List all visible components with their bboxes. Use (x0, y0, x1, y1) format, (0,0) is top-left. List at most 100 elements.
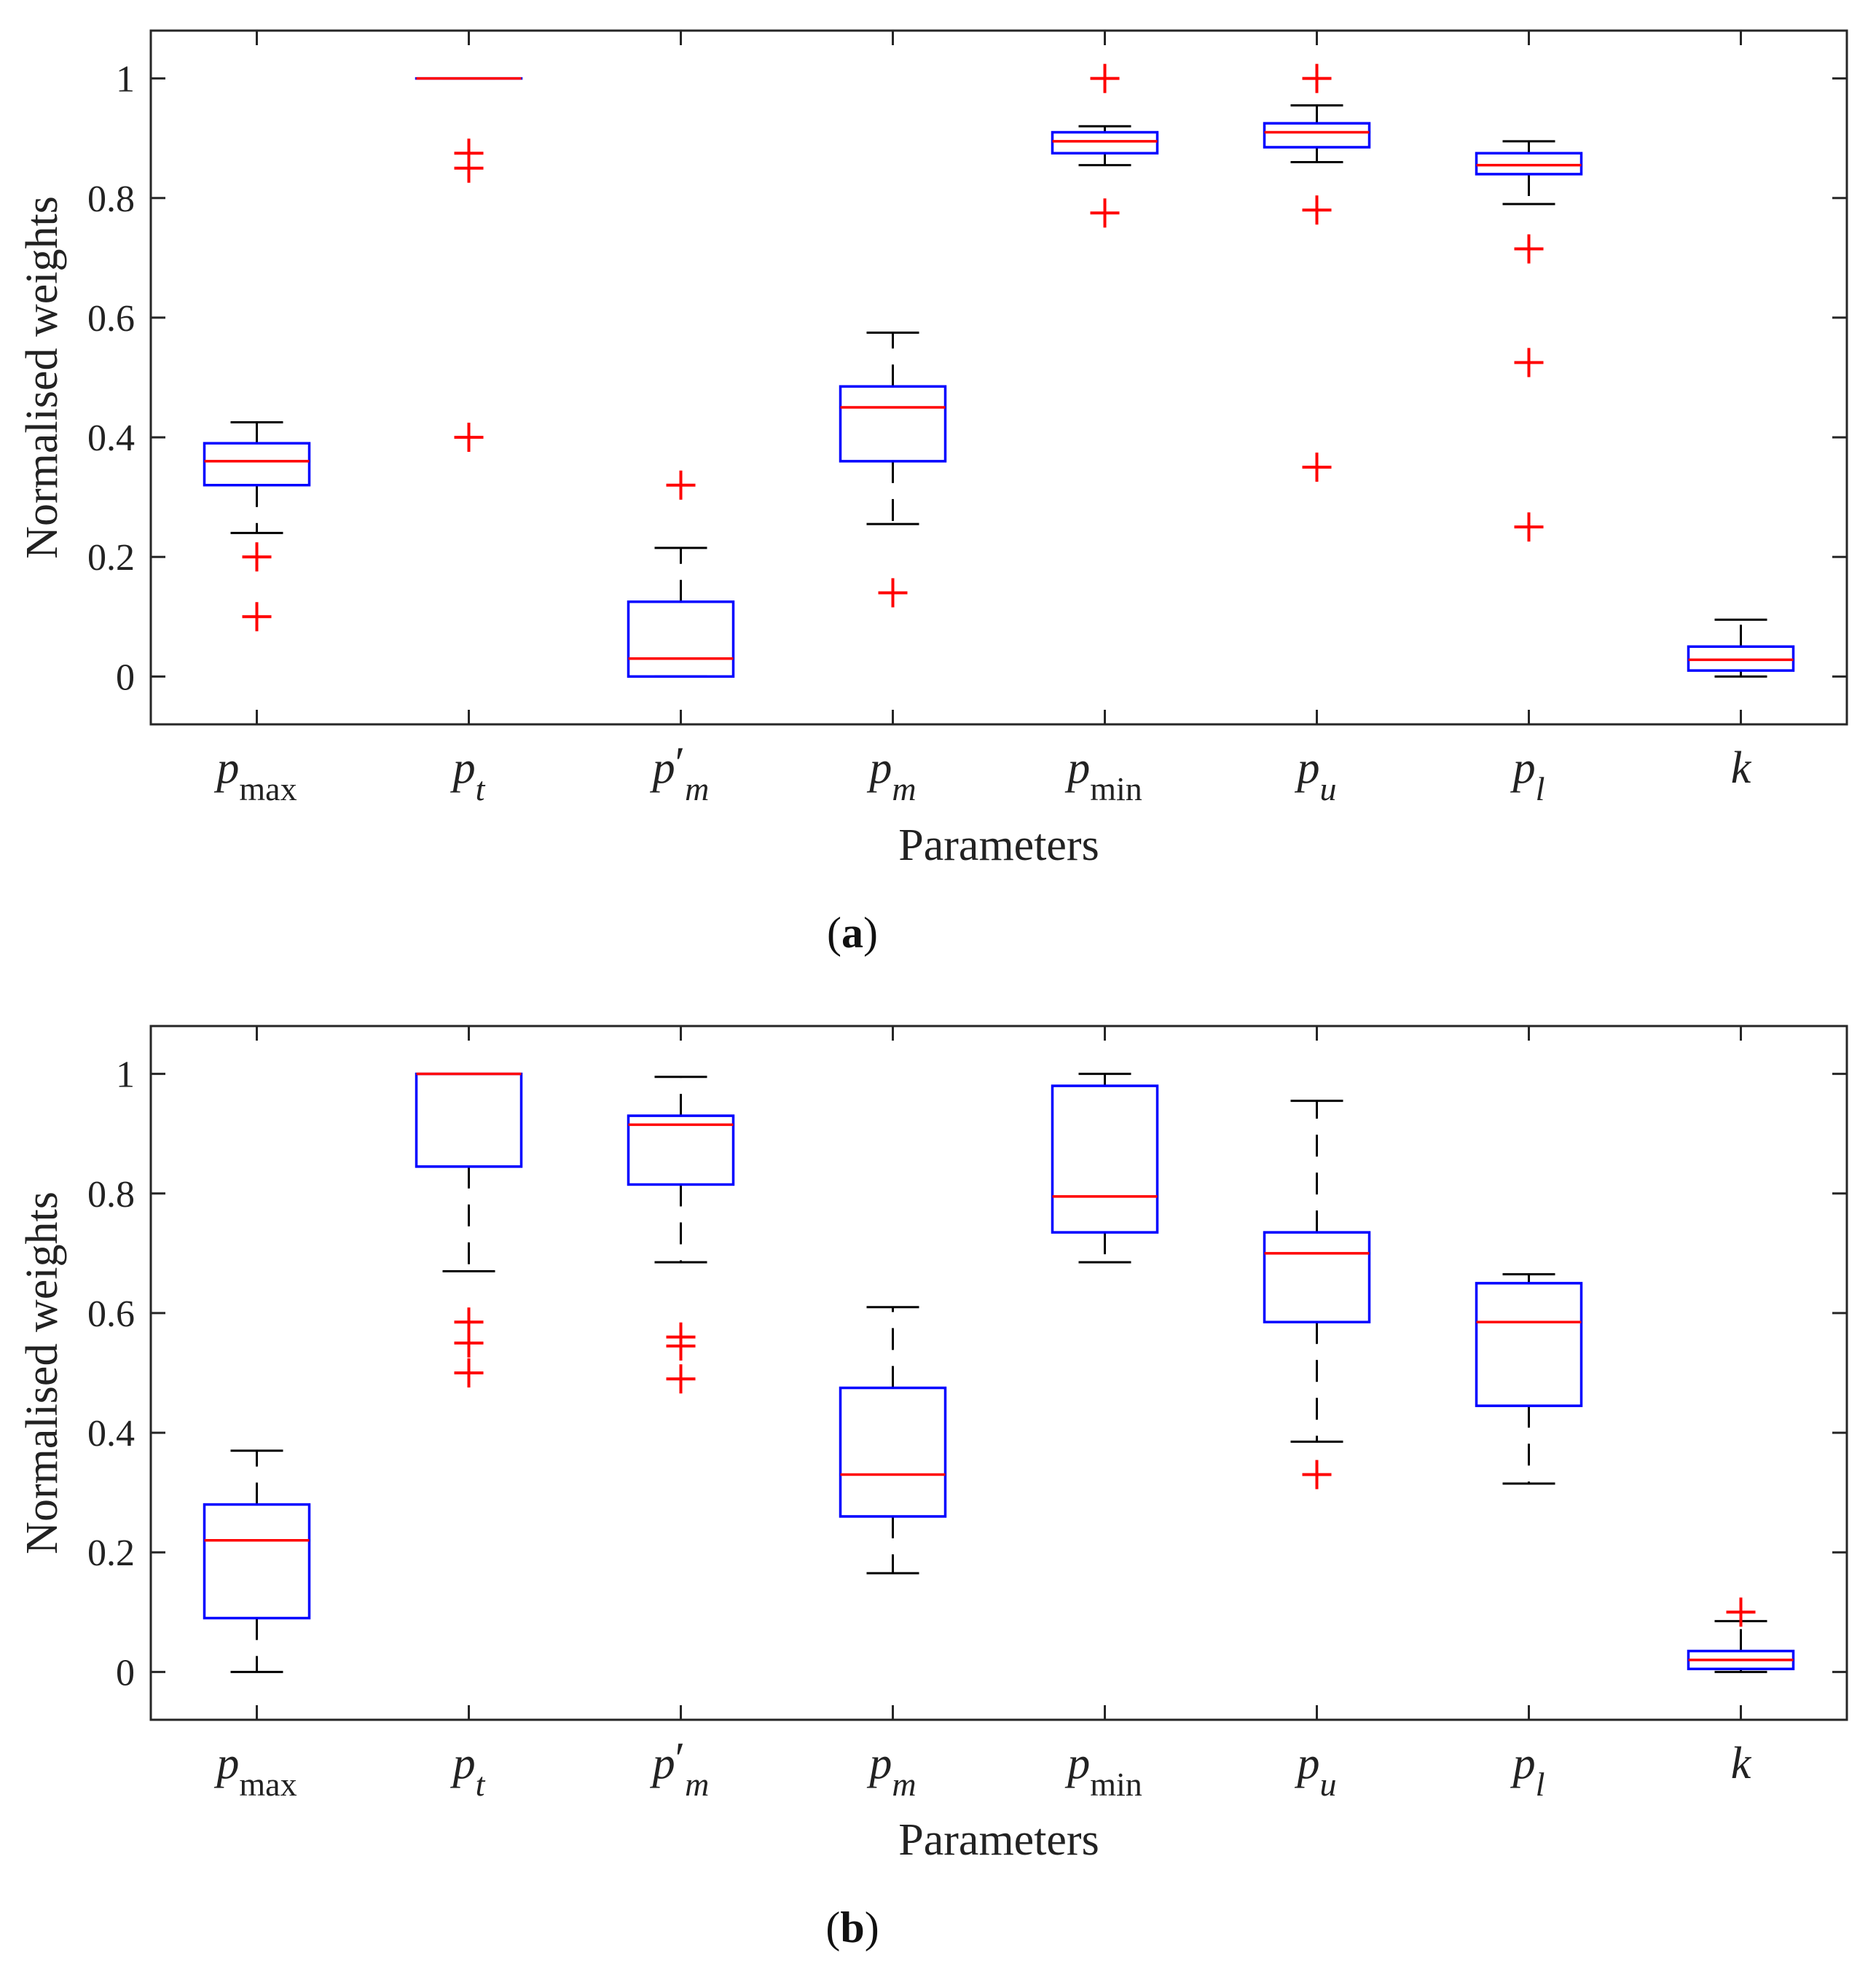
x-tick-label-base: p (450, 1739, 476, 1788)
y-tick-label: 0.6 (87, 298, 135, 340)
y-tick-label: 1 (116, 59, 135, 101)
box-rect (1475, 152, 1583, 176)
box-6 (1475, 1273, 1583, 1485)
outlier-marker (454, 1358, 484, 1387)
x-tick-label-subscript: t (476, 1766, 486, 1803)
box-4 (1051, 1073, 1159, 1264)
outlier-marker (242, 602, 272, 632)
x-axis-title: Parameters (898, 821, 1099, 870)
x-tick-label-base: p (1064, 1739, 1090, 1788)
x-tick-label: p′m (650, 739, 710, 807)
caption-open: ( (827, 909, 841, 957)
outlier-marker (1302, 453, 1332, 482)
caption-letter: b (840, 1903, 864, 1952)
box-6 (1475, 140, 1583, 542)
x-tick-label-subscript: max (239, 770, 297, 807)
x-tick-label: pt (450, 1739, 486, 1803)
y-tick-label: 0 (116, 1652, 135, 1694)
box-2 (627, 1076, 735, 1394)
box-5 (1263, 1100, 1371, 1490)
caption-open: ( (825, 1903, 840, 1952)
caption-letter: a (841, 909, 863, 957)
y-axis-title: Normalised weights (17, 1191, 67, 1554)
x-tick-label-subscript: m (892, 1766, 916, 1803)
x-tick-label: k (1731, 1739, 1752, 1788)
plot-frame (149, 1025, 1848, 1721)
x-tick-label-base: p (213, 1739, 239, 1788)
x-tick-label-base: p (213, 743, 239, 793)
y-tick-label: 0.4 (87, 1413, 135, 1455)
box-3 (839, 1306, 947, 1575)
y-tick-label: 0.2 (87, 1532, 135, 1574)
x-tick-label-base: p (1510, 743, 1536, 793)
x-tick-label-base: p (650, 1739, 675, 1788)
x-tick-label-subscript: u (1320, 770, 1337, 807)
panel-caption: (a) (827, 909, 878, 957)
outlier-marker (1090, 63, 1120, 93)
outlier-marker (1514, 348, 1544, 377)
outlier-marker (454, 423, 484, 453)
x-tick-label-base: p (866, 743, 892, 793)
x-tick-label: pmin (1064, 743, 1142, 807)
y-tick-label: 1 (116, 1054, 135, 1096)
outlier-marker (1514, 512, 1544, 542)
x-tick-label-base: p (866, 1739, 892, 1788)
outlier-marker (1090, 198, 1120, 228)
caption-close: ) (865, 1903, 879, 1952)
x-tick-label-base: p (1295, 1739, 1320, 1788)
x-tick-label: pm (866, 743, 916, 807)
panel-caption: (b) (825, 1903, 879, 1952)
outlier-marker (242, 542, 272, 572)
x-axis-title: Parameters (898, 1815, 1099, 1865)
y-tick-label: 0.8 (87, 1174, 135, 1216)
y-tick-label: 0.8 (87, 179, 135, 220)
box-rect (1475, 1282, 1583, 1407)
box-rect (627, 1114, 735, 1186)
box-rect (1263, 122, 1371, 149)
outlier-marker (1302, 1460, 1332, 1490)
x-tick-label-subscript: m (685, 1766, 709, 1803)
box-0 (203, 421, 311, 632)
y-axis-title: Normalised weights (17, 196, 67, 559)
x-tick-label: pmax (213, 743, 297, 807)
box-0 (203, 1449, 311, 1673)
x-tick-label-subscript: l (1536, 1766, 1545, 1803)
outlier-marker (1302, 195, 1332, 225)
y-tick-label: 0.2 (87, 537, 135, 579)
x-tick-label: pu (1295, 743, 1337, 807)
x-tick-label-base: k (1731, 743, 1752, 793)
x-tick-label-base: p (1064, 743, 1090, 793)
y-tick-label: 0.4 (87, 418, 135, 459)
outlier-marker (666, 1364, 696, 1394)
x-tick-label-subscript: max (239, 1766, 297, 1803)
box-rect (839, 1386, 947, 1518)
x-tick-label-prime: ′ (675, 739, 686, 788)
outlier-marker (666, 470, 696, 500)
x-tick-label: pl (1510, 1739, 1545, 1803)
x-tick-label-base: p (650, 743, 675, 793)
outlier-marker (454, 153, 484, 183)
outlier-marker (878, 578, 908, 608)
box-4 (1051, 63, 1159, 228)
x-tick-label: pt (450, 743, 486, 807)
y-tick-label: 0.6 (87, 1293, 135, 1335)
box-1 (415, 1072, 523, 1387)
box-rect (839, 385, 947, 463)
box-5 (1263, 63, 1371, 482)
box-rect (1263, 1231, 1371, 1323)
x-tick-label: pl (1510, 743, 1545, 807)
box-3 (839, 331, 947, 608)
x-tick-label: pm (866, 1739, 916, 1803)
outlier-marker (1726, 1597, 1756, 1627)
y-tick-label: 0 (116, 657, 135, 698)
outlier-marker (666, 1331, 696, 1361)
x-tick-label: pmax (213, 1739, 297, 1803)
outlier-marker (1302, 63, 1332, 93)
outlier-marker (454, 1328, 484, 1358)
x-tick-label-subscript: l (1536, 770, 1545, 807)
x-tick-label-base: k (1731, 1739, 1752, 1788)
box-7 (1687, 618, 1795, 678)
